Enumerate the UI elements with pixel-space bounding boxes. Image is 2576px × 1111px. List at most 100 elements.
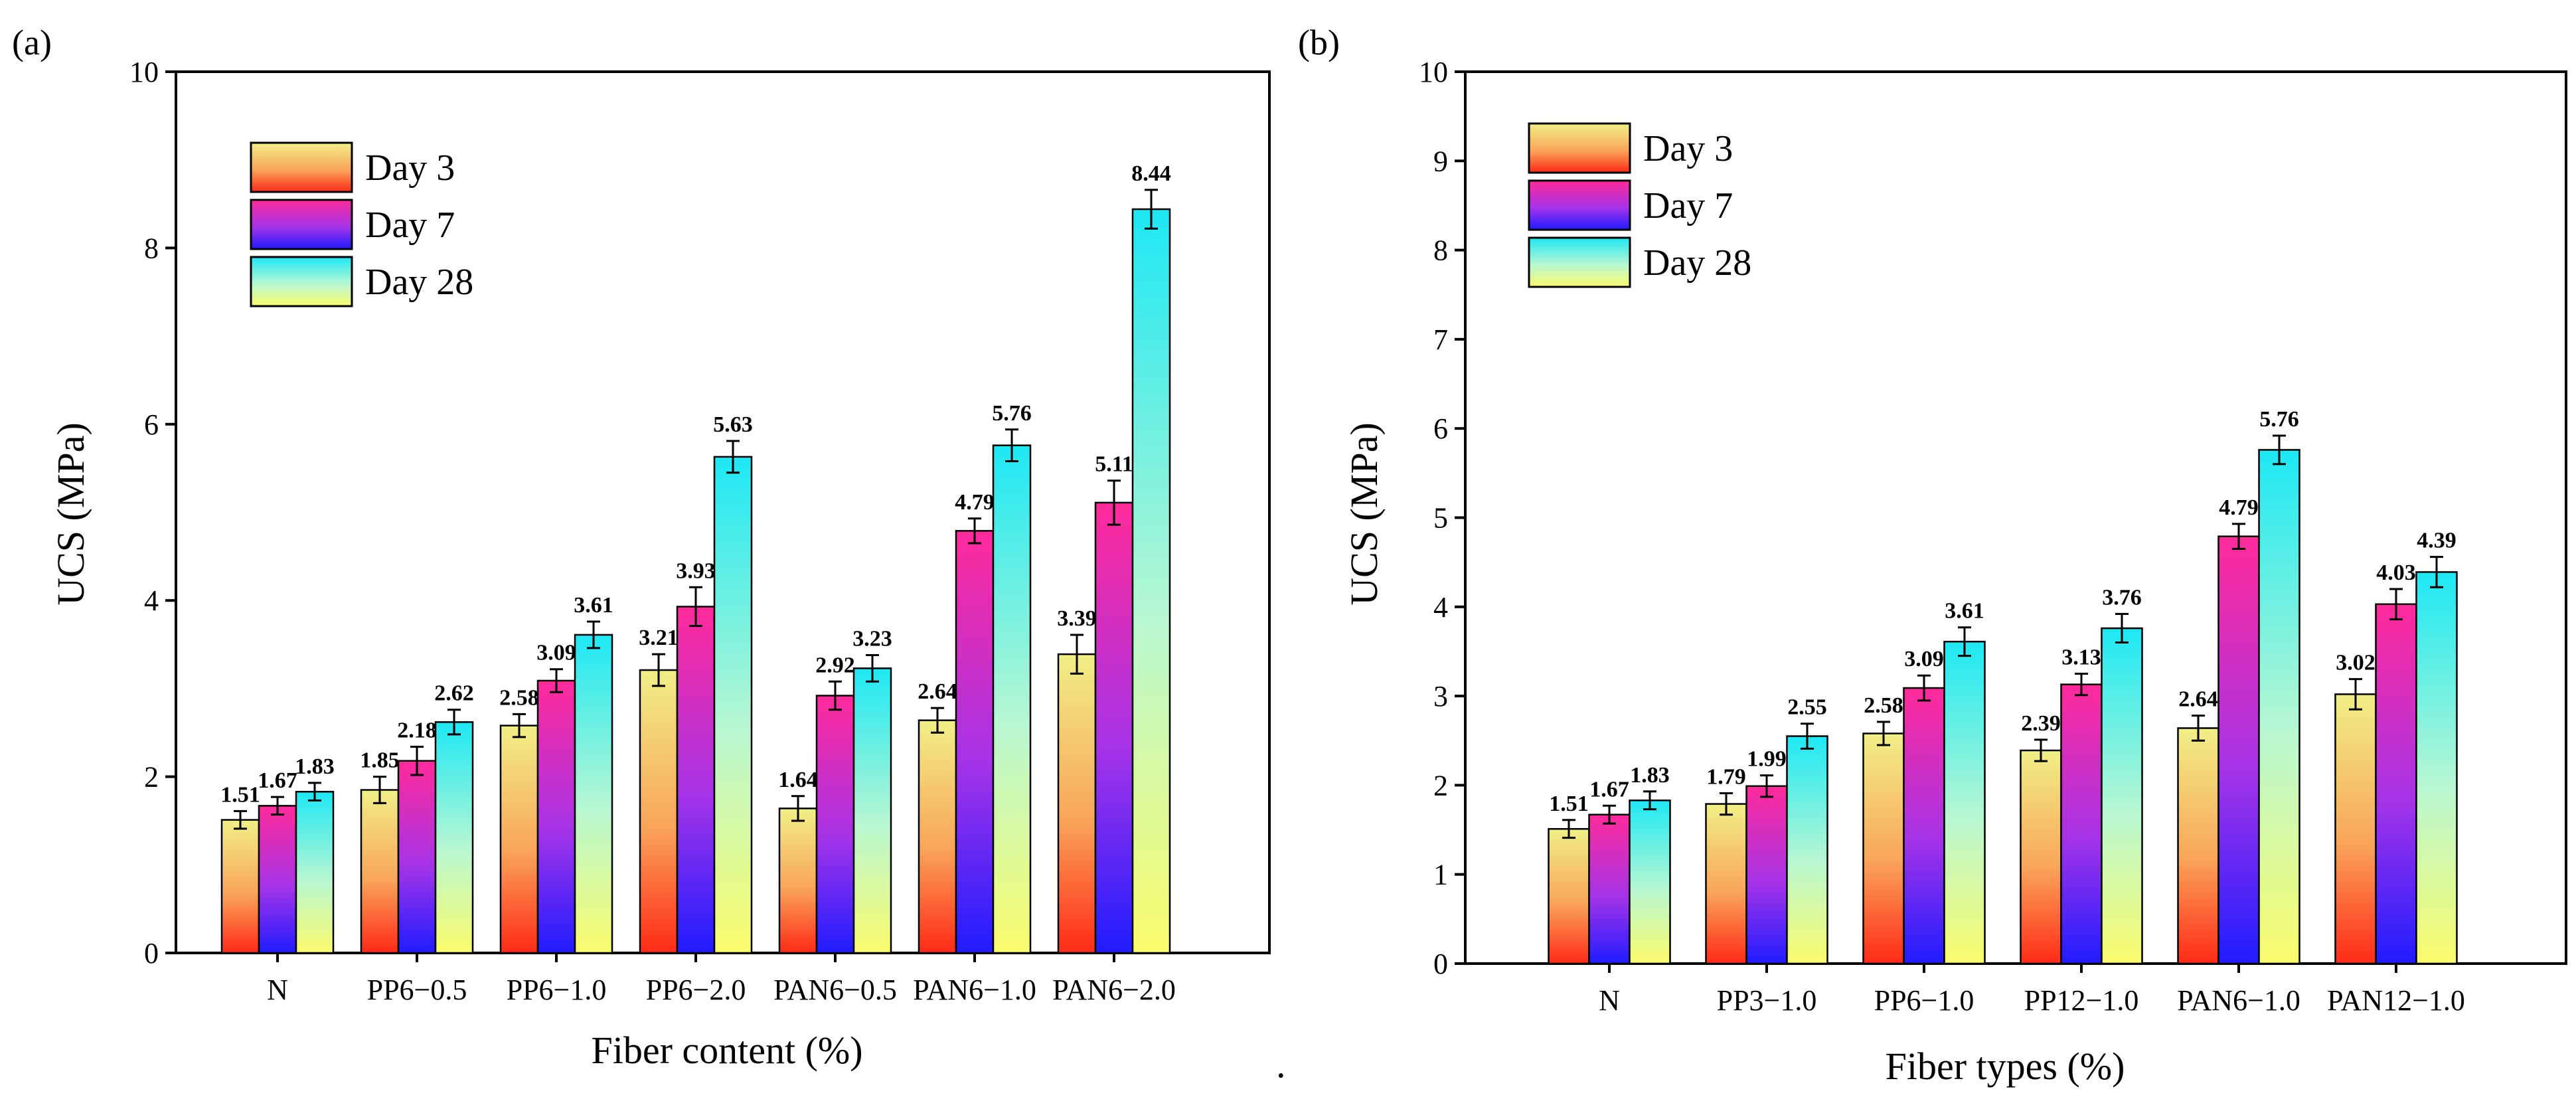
- panel-a-value-label: 5.76: [992, 401, 1032, 426]
- panel-b-y-tick-label: 8: [1433, 234, 1448, 267]
- panel-b-label: (b): [1298, 23, 1340, 62]
- panel-b-error-bar: [1643, 790, 1656, 811]
- panel-b-category-label: N: [1599, 984, 1620, 1017]
- panel-a-bar-day-3: [360, 789, 400, 954]
- panel-b-y-tick-label: 7: [1433, 323, 1448, 356]
- panel-b-bar-day-7: [1588, 813, 1631, 965]
- panel-b-y-tick-label: 5: [1433, 502, 1448, 535]
- panel-a-bar-day-7: [815, 695, 855, 954]
- panel-b-bar-day-7: [2217, 535, 2260, 965]
- panel-a-y-axis-title: UCS (MPa): [49, 422, 92, 606]
- panel-a-y-tick-label: 2: [144, 761, 159, 794]
- panel-b-bar-day-28: [2415, 571, 2458, 965]
- panel-b-bar-day-3: [2334, 693, 2377, 965]
- panel-a-x-axis-title: Fiber content (%): [591, 1029, 862, 1072]
- panel-b-value-label: 2.64: [2178, 687, 2218, 712]
- panel-a-error-bar: [968, 517, 981, 545]
- panel-b-value-label: 3.09: [1904, 647, 1944, 671]
- panel-b-legend-swatch: [1528, 122, 1631, 174]
- panel-b-y-tick-label: 6: [1433, 412, 1448, 445]
- panel-a-value-label: 2.18: [397, 718, 437, 742]
- panel-b-error-bar: [2430, 556, 2443, 588]
- panel-b-value-label: 4.39: [2417, 529, 2456, 553]
- panel-a-legend-swatch: [250, 256, 353, 307]
- panel-a-value-label: 2.58: [499, 685, 539, 710]
- panel-a-value-label: 3.61: [574, 593, 613, 618]
- panel-b-value-label: 3.76: [2102, 586, 2142, 610]
- panel-a-value-label: 2.92: [815, 653, 855, 677]
- panel-a-plot: 0 2 4 6 8 10 N 1.511.671.83 PP6−0.5 1.85 2.18 2.62 P…: [129, 56, 1271, 1006]
- panel-b-value-label: 2.39: [2021, 711, 2061, 736]
- panel-a-bar-day-3: [639, 669, 679, 954]
- panel-b-category-label: PP12−1.0: [2024, 984, 2139, 1017]
- panel-b-error-bar: [2115, 613, 2129, 644]
- panel-a-bar-day-28: [574, 634, 613, 954]
- panel-b-value-label: 2.58: [1864, 693, 1903, 718]
- panel-a-y-tick-label: 6: [144, 408, 159, 441]
- panel-a-legend-swatch: [250, 199, 353, 250]
- panel-a-bar-day-3: [1057, 653, 1097, 954]
- panel-a-error-bar: [931, 707, 944, 734]
- panel-b: (b) UCS (MPa) Fiber types (%) 0 1 2 3 4 5 6 7 8 9…: [1298, 23, 2567, 1088]
- panel-a-value-label: 1.85: [360, 748, 400, 773]
- panel-b-value-label: 1.51: [1549, 792, 1589, 816]
- panel-a-error-bar: [1145, 189, 1158, 230]
- panel-b-category-label: PAN6−1.0: [2177, 984, 2300, 1017]
- panel-a-error-bar: [791, 795, 805, 822]
- panel-a-legend-label: Day 7: [365, 205, 455, 246]
- panel-b-bar-day-28: [1786, 735, 1828, 965]
- panel-b-bar-day-28: [2258, 449, 2300, 965]
- panel-b-bar-day-3: [1862, 732, 1905, 965]
- panel-b-value-label: 1.83: [1630, 763, 1670, 788]
- panel-a-error-bar: [234, 810, 247, 830]
- panel-a-category-label: N: [267, 974, 288, 1006]
- panel-b-x-axis-title: Fiber types (%): [1886, 1045, 2125, 1088]
- panel-a-bar-day-7: [676, 606, 716, 954]
- panel-a-category-label: PP6−2.0: [646, 974, 746, 1006]
- panel-a-value-label: 3.93: [676, 558, 716, 583]
- panel-a-value-label: 8.44: [1131, 161, 1171, 186]
- panel-b-y-tick-label: 0: [1433, 948, 1448, 980]
- panel-b-bar-day-28: [1943, 640, 1986, 965]
- panel-a-value-label: 1.83: [295, 754, 335, 779]
- panel-b-bar-day-7: [2060, 683, 2103, 965]
- panel-b-value-label: 4.79: [2219, 495, 2259, 520]
- panel-a-legend-label: Day 3: [365, 147, 455, 189]
- panel-b-error-bar: [1720, 792, 1733, 816]
- panel-a-bar-day-28: [1131, 208, 1171, 954]
- panel-b-value-label: 3.02: [2336, 651, 2375, 675]
- panel-b-value-label: 1.99: [1747, 747, 1787, 772]
- panel-b-error-bar: [1562, 819, 1575, 839]
- panel-a-value-label: 3.21: [639, 626, 679, 650]
- panel-b-bar-day-7: [1745, 785, 1788, 965]
- panel-b-legend-label: Day 28: [1643, 242, 1751, 284]
- panel-a-bar-day-28: [713, 456, 753, 954]
- panel-b-y-tick-label: 3: [1433, 680, 1448, 713]
- panel-b-y-tick-label: 9: [1433, 145, 1448, 177]
- panel-b-y-axis-title: UCS (MPa): [1342, 422, 1386, 606]
- panel-a-error-bar: [652, 653, 665, 687]
- panel-b-legend-swatch: [1528, 179, 1631, 231]
- panel-a-error-bar: [829, 680, 842, 711]
- panel-a-category-label: PP6−1.0: [507, 974, 607, 1006]
- panel-a-legend-swatch: [250, 141, 353, 193]
- panel-a-value-label: 4.79: [955, 490, 995, 515]
- panel-b-value-label: 5.76: [2259, 407, 2299, 432]
- panel-a-value-label: 1.51: [220, 782, 260, 807]
- panel-a-value-label: 1.64: [778, 768, 818, 792]
- panel-b-y-tick-label: 10: [1419, 56, 1448, 88]
- panel-a-bar-day-7: [955, 530, 995, 954]
- panel-a-error-bar: [308, 782, 321, 802]
- panel-b-value-label: 3.13: [2061, 645, 2101, 670]
- panel-a-error-bar: [866, 653, 879, 683]
- panel-a-label: (a): [12, 23, 52, 62]
- panel-a-y-tick-label: 10: [129, 56, 159, 88]
- panel-a-y-tick-label: 4: [144, 584, 159, 617]
- panel-a-value-label: 3.23: [852, 626, 892, 651]
- panel-a-error-bar: [1005, 428, 1018, 463]
- panel-b-bar-day-3: [2177, 727, 2219, 965]
- panel-b-error-bar: [1603, 804, 1616, 825]
- panel-b-error-bar: [2034, 738, 2048, 762]
- panel-a-value-label: 3.39: [1057, 606, 1097, 631]
